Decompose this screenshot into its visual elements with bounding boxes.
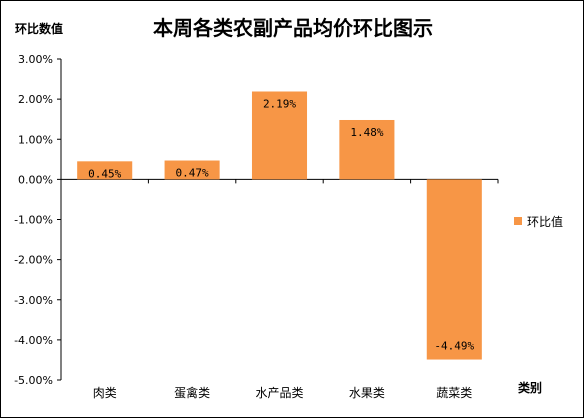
- data-label: 0.45%: [88, 167, 121, 180]
- y-tick-label: 3.00%: [18, 53, 53, 66]
- data-label: -4.49%: [434, 340, 474, 353]
- legend-swatch: [514, 217, 522, 225]
- data-label: 2.19%: [263, 98, 296, 111]
- y-tick-label: -4.00%: [14, 334, 53, 347]
- bar: [426, 179, 482, 360]
- x-tick-label: 水果类: [349, 386, 385, 400]
- y-tick-label: 2.00%: [18, 93, 53, 106]
- plot-area: 3.00% 2.00% 1.00% 0.00% -1.00% -2.00% -3.00% -4…: [14, 53, 499, 400]
- x-axis-label: 类别: [518, 380, 542, 395]
- x-tick-label: 蔬菜类: [436, 386, 472, 400]
- legend: 环比值: [514, 214, 563, 229]
- data-label: 0.47%: [176, 167, 209, 180]
- y-tick-label: -1.00%: [14, 214, 53, 227]
- x-tick-label: 蛋禽类: [174, 385, 210, 400]
- data-label: 1.48%: [350, 126, 383, 139]
- x-tick-label: 水产品类: [255, 386, 303, 400]
- y-axis-label: 环比数值: [15, 21, 63, 36]
- y-tick-label: 1.00%: [18, 133, 53, 146]
- legend-label: 环比值: [527, 214, 563, 229]
- y-tick-label: -3.00%: [14, 294, 53, 307]
- bar: [339, 119, 395, 180]
- chart-title: 本周各类农副产品均价环比图示: [153, 16, 433, 40]
- bar: [164, 160, 220, 180]
- bar: [77, 161, 133, 180]
- bar: [251, 91, 308, 180]
- y-tick-label: 0.00%: [18, 173, 53, 186]
- y-tick-label: -2.00%: [14, 254, 53, 267]
- y-tick-label: -5.00%: [14, 374, 53, 387]
- x-tick-label: 肉类: [93, 386, 117, 400]
